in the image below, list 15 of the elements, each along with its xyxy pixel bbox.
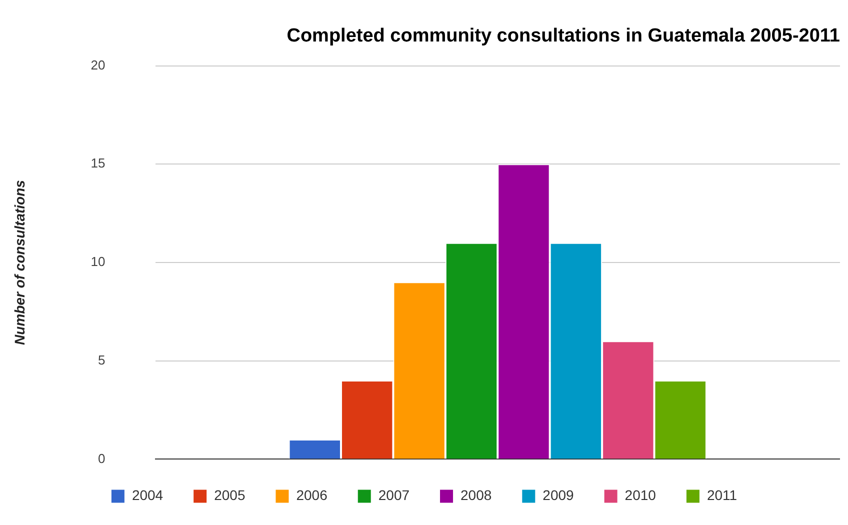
chart-title: Completed community consultations in Guatemala 2005-2011 xyxy=(286,26,840,47)
y-tick-label: 20 xyxy=(90,57,106,72)
y-tick-label: 15 xyxy=(90,156,106,171)
y-tick-label: 0 xyxy=(98,450,106,466)
legend-label: 2006 xyxy=(296,487,328,504)
legend-label: 2010 xyxy=(624,487,656,504)
y-tick-label: 10 xyxy=(90,254,106,270)
legend-label: 2005 xyxy=(214,487,246,504)
legend-label: 2008 xyxy=(460,487,492,504)
legend-label: 2011 xyxy=(706,487,738,504)
legend-label: 2004 xyxy=(132,487,164,504)
legend-label: 2007 xyxy=(378,487,410,504)
y-axis-title: Number of consultations xyxy=(11,180,28,345)
legend-label: 2009 xyxy=(542,487,574,504)
y-tick-label: 5 xyxy=(98,352,106,368)
